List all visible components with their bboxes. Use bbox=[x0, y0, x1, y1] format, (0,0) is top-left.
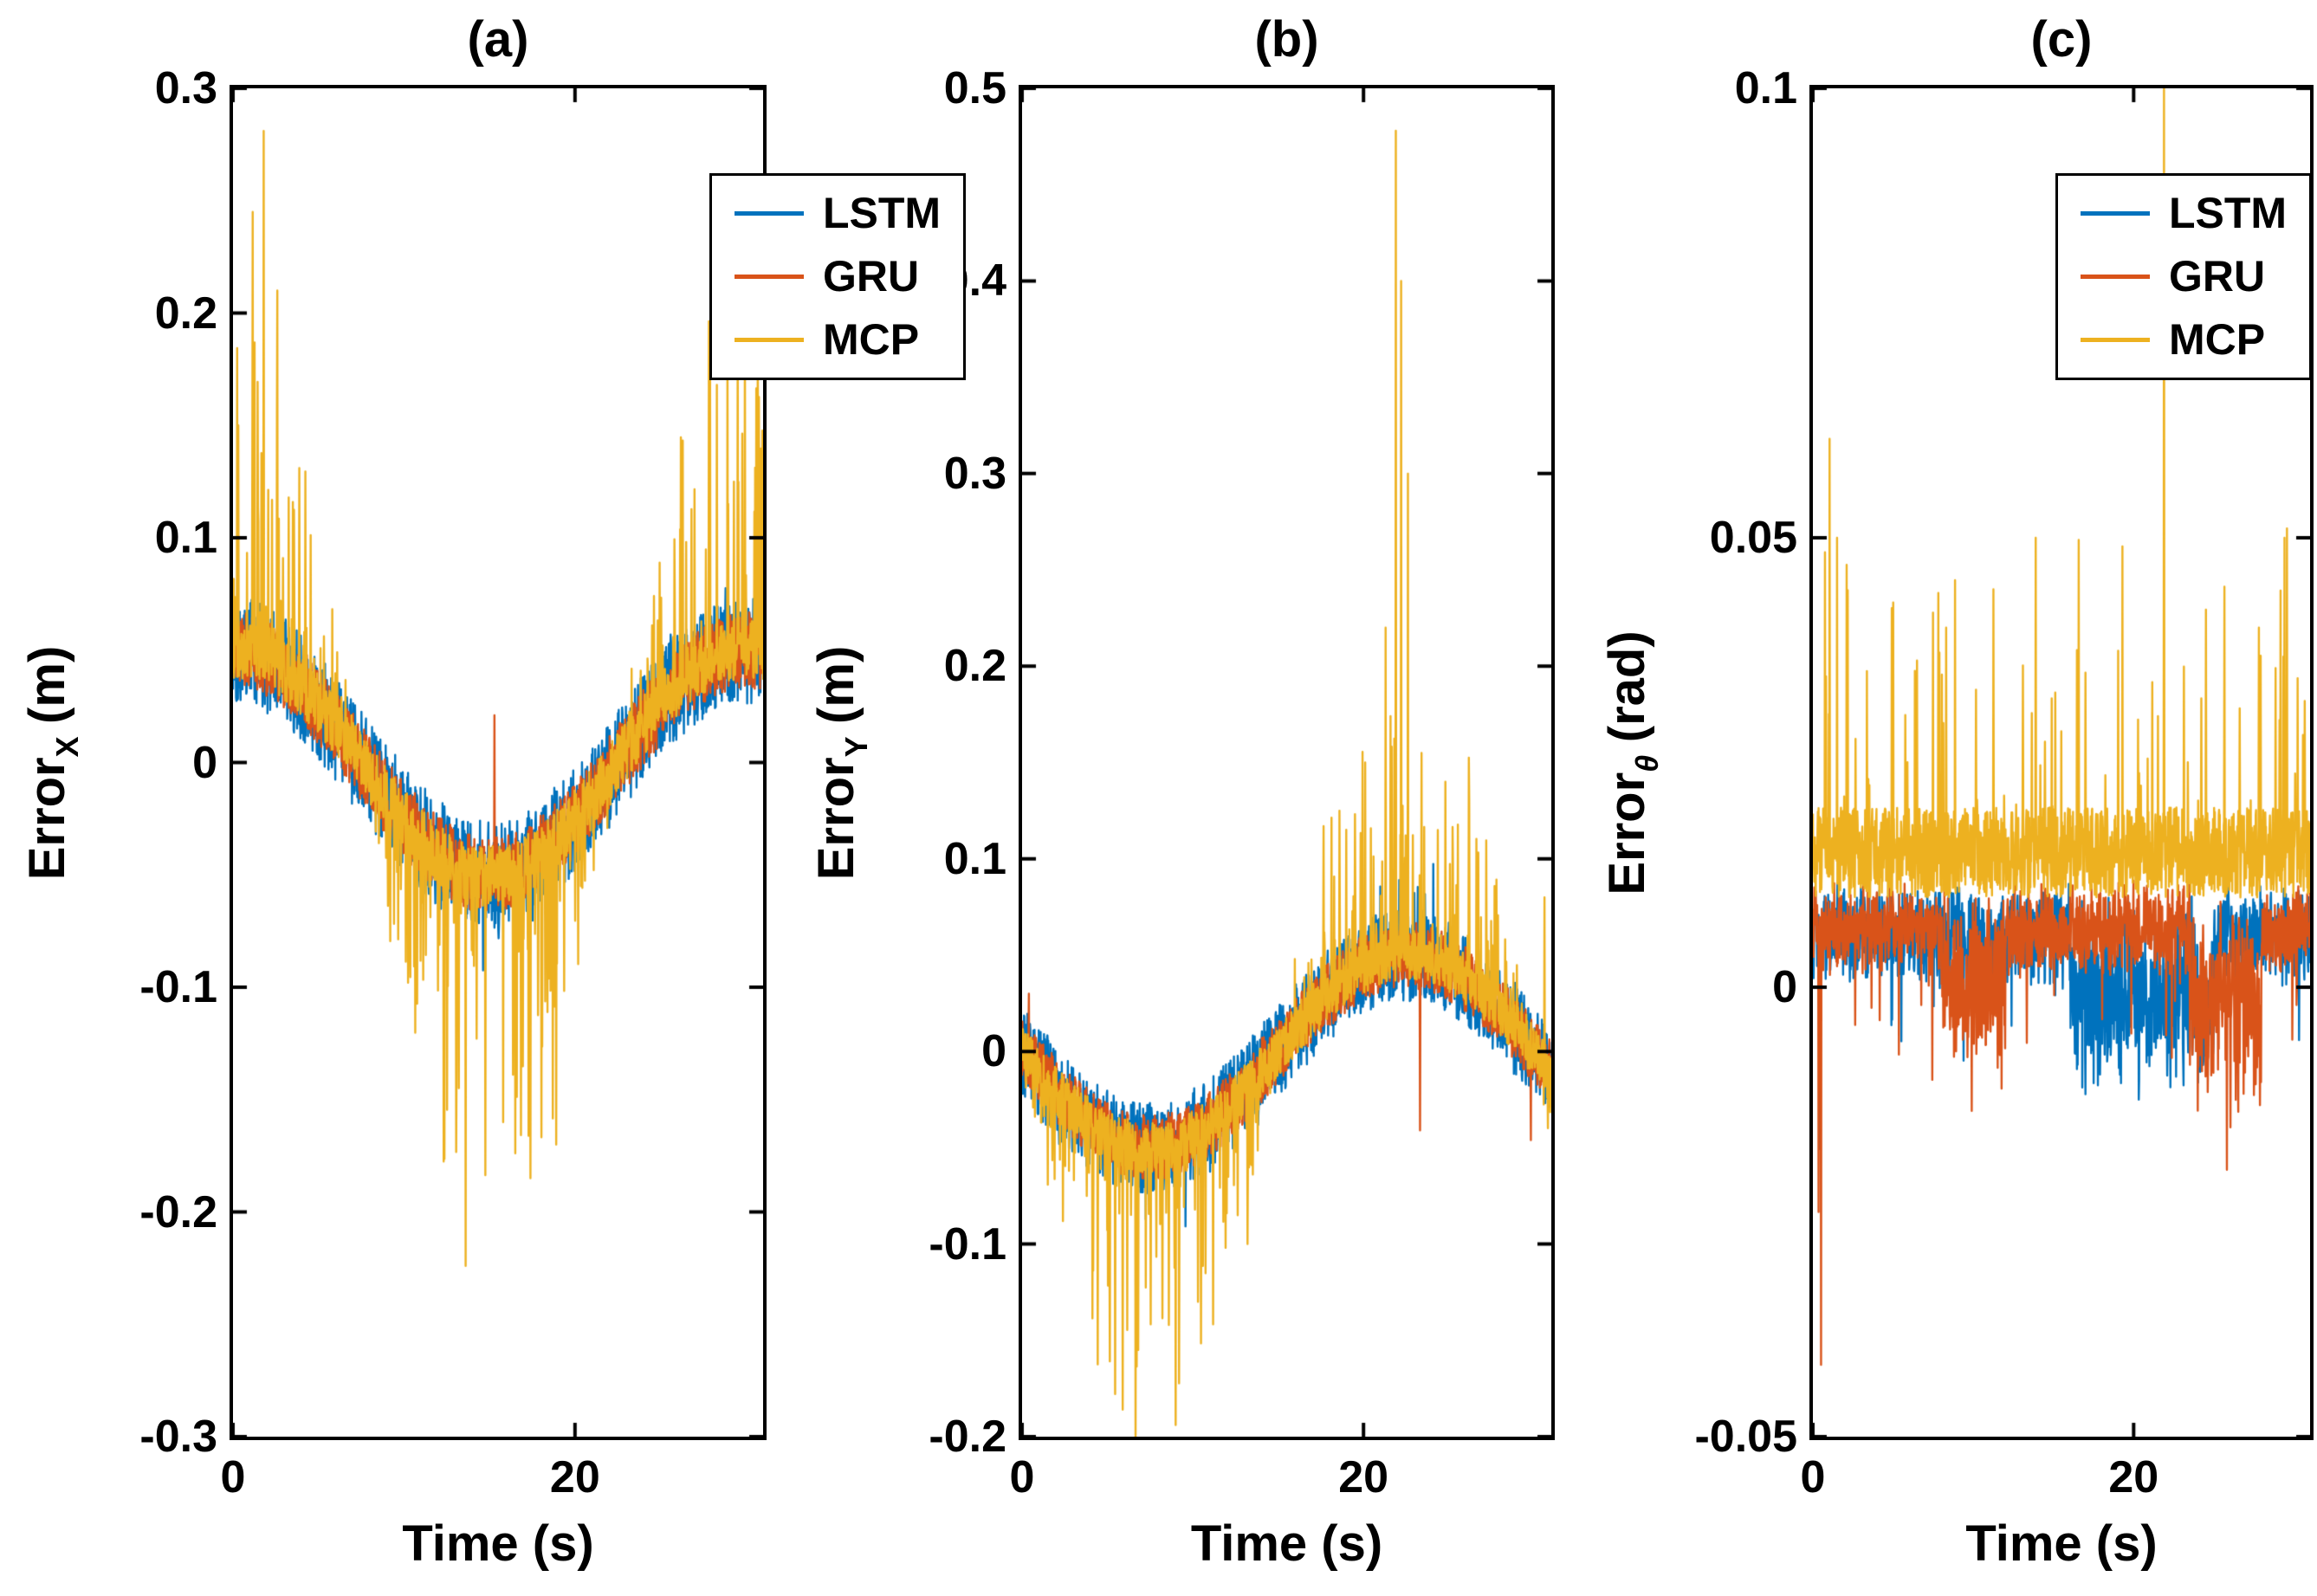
subplot-b-x-axis-label: Time (s) bbox=[1190, 1515, 1383, 1572]
y-label-subscript: Y bbox=[838, 735, 875, 757]
subplot-c-x-axis-label: Time (s) bbox=[1965, 1515, 2158, 1572]
subplot-b-series-canvas bbox=[1022, 88, 1551, 1437]
subplot-c-y-axis-label: Errorθ (rad) bbox=[1598, 630, 1666, 895]
y-tick-label: -0.3 bbox=[139, 1412, 217, 1462]
y-label-subscript: θ bbox=[1629, 754, 1666, 772]
x-tick-label: 0 bbox=[1009, 1452, 1035, 1502]
y-tick-label: 0.1 bbox=[1734, 63, 1797, 113]
subplot-a-x-axis-label: Time (s) bbox=[402, 1515, 594, 1572]
y-tick-label: -0.2 bbox=[139, 1186, 217, 1237]
legend-label-gru: GRU bbox=[2169, 252, 2266, 300]
y-tick-label: -0.1 bbox=[139, 962, 217, 1012]
legend-label-mcp: MCP bbox=[2169, 315, 2266, 364]
legend-item-mcp: MCP bbox=[2081, 316, 2287, 364]
y-tick-label: 0 bbox=[981, 1026, 1006, 1077]
lstm-line-swatch bbox=[735, 211, 804, 216]
lstm-line-swatch bbox=[2081, 211, 2150, 216]
legend-label-mcp: MCP bbox=[823, 315, 920, 364]
y-tick-label: 0.3 bbox=[943, 448, 1006, 499]
legend-item-gru: GRU bbox=[2081, 253, 2287, 300]
subplot-a-title: (a) bbox=[467, 11, 529, 68]
y-label-main: Error bbox=[1598, 772, 1655, 895]
y-tick-label: 0.2 bbox=[154, 288, 217, 339]
y-tick-label: 0.1 bbox=[154, 513, 217, 563]
y-tick-label: 0.5 bbox=[943, 63, 1006, 113]
y-tick-label: 0.3 bbox=[154, 63, 217, 113]
x-tick-label: 20 bbox=[2108, 1452, 2159, 1502]
gru-line-swatch bbox=[2081, 275, 2150, 279]
subplot-b-legend: LSTM GRU MCP bbox=[2055, 173, 2313, 380]
y-tick-label: 0.05 bbox=[1709, 513, 1797, 563]
legend-item-gru: GRU bbox=[735, 253, 941, 300]
subplot-b-title: (b) bbox=[1254, 11, 1319, 68]
legend-label-gru: GRU bbox=[823, 252, 920, 300]
y-label-unit: (rad) bbox=[1598, 630, 1655, 742]
x-tick-label: 20 bbox=[549, 1452, 600, 1502]
y-label-unit: (m) bbox=[18, 645, 75, 724]
subplot-a-series-canvas bbox=[233, 88, 763, 1437]
legend-label-lstm: LSTM bbox=[823, 189, 942, 237]
legend-label-lstm: LSTM bbox=[2169, 189, 2288, 237]
x-tick-label: 0 bbox=[220, 1452, 246, 1502]
legend-item-lstm: LSTM bbox=[2081, 190, 2287, 237]
mcp-line-swatch bbox=[735, 338, 804, 342]
legend-item-lstm: LSTM bbox=[735, 190, 941, 237]
y-tick-label: 0 bbox=[1772, 962, 1797, 1012]
y-tick-label: -0.05 bbox=[1694, 1412, 1797, 1462]
x-tick-label: 20 bbox=[1338, 1452, 1389, 1502]
y-tick-label: -0.2 bbox=[929, 1412, 1006, 1462]
subplot-a-legend: LSTM GRU MCP bbox=[709, 173, 967, 380]
y-tick-label: 0 bbox=[192, 737, 217, 788]
y-tick-label: 0.2 bbox=[943, 641, 1006, 692]
gru-line-swatch bbox=[735, 275, 804, 279]
y-tick-label: 0.1 bbox=[943, 833, 1006, 884]
subplot-a-plot-area: LSTM GRU MCP bbox=[230, 85, 967, 1440]
legend-item-mcp: MCP bbox=[735, 316, 941, 364]
subplot-c-title: (c) bbox=[2030, 11, 2093, 68]
mcp-line-swatch bbox=[2081, 338, 2150, 342]
y-tick-label: -0.1 bbox=[929, 1218, 1006, 1270]
x-tick-label: 0 bbox=[1800, 1452, 1826, 1502]
subplot-b-plot-area: LSTM GRU MCP bbox=[1019, 85, 2313, 1440]
